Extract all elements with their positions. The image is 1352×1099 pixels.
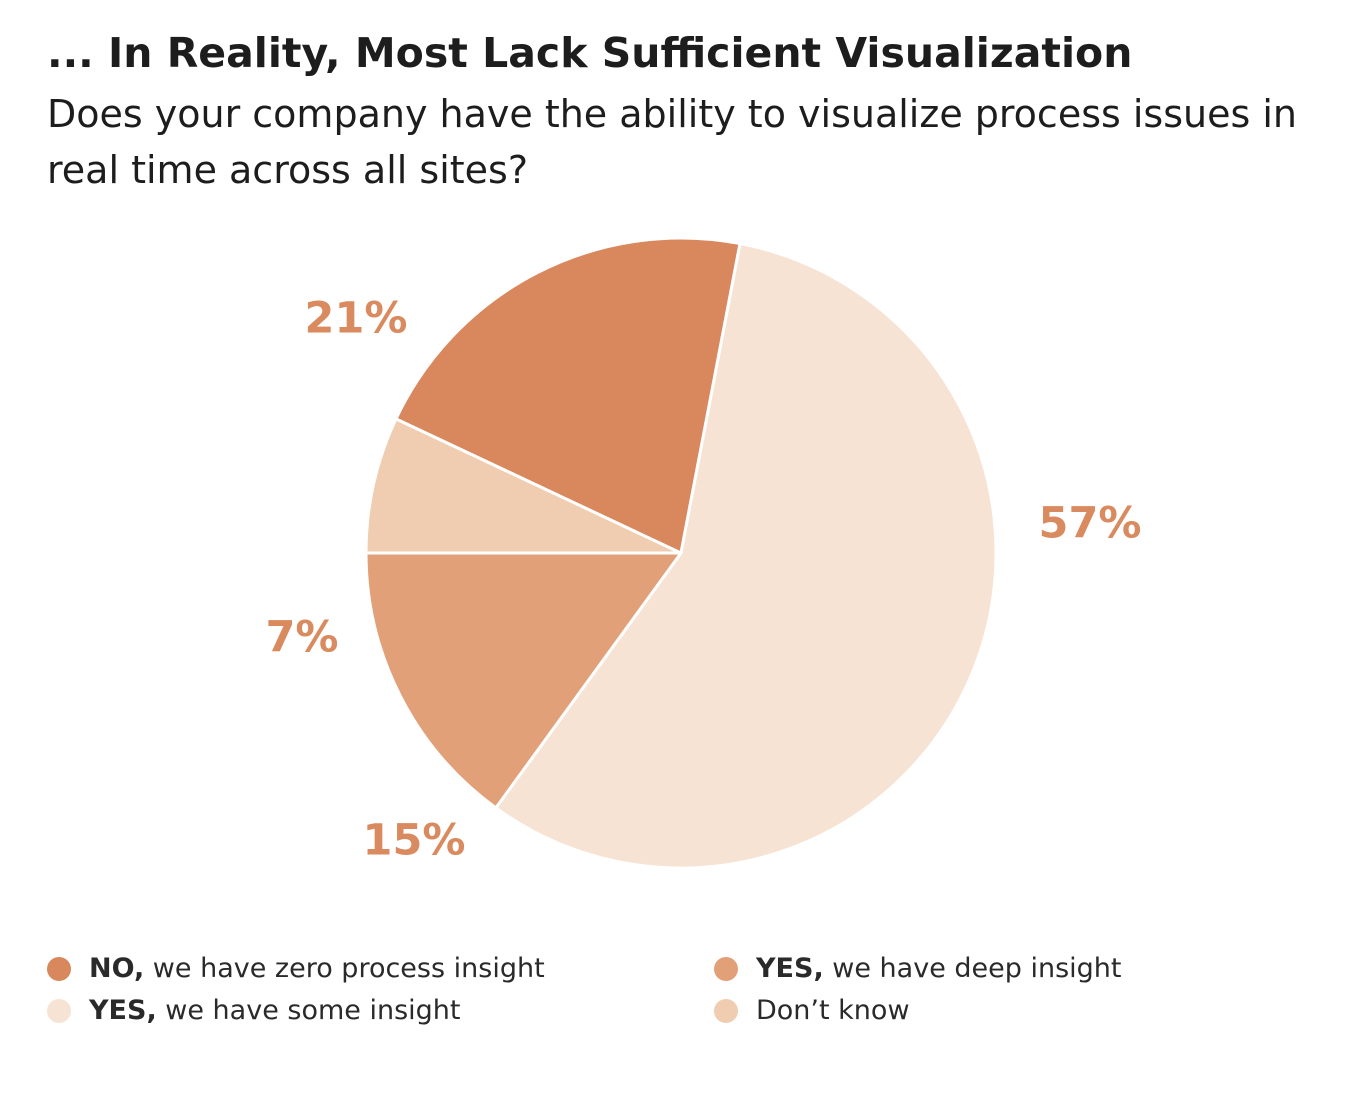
- legend-item-zero-insight: NO, we have zero process insight: [47, 948, 545, 990]
- pie-slice-dont-know: [364, 417, 683, 555]
- legend-swatch-zero-insight: [47, 957, 71, 981]
- chart-subtitle: Does your company have the ability to vi…: [47, 92, 1298, 192]
- legend-column-left: NO, we have zero process insight YES, we…: [47, 948, 545, 1032]
- pie-label-deep: 15%: [363, 816, 466, 866]
- pie-label-dont-know: 7%: [265, 613, 338, 663]
- pie-slice-some: [494, 242, 998, 870]
- chart-title: ... In Reality, Most Lack Sufficient Vis…: [47, 29, 1133, 77]
- legend-swatch-some-insight: [47, 999, 71, 1023]
- legend-label-bold: NO,: [89, 953, 145, 984]
- pie-slice-zero: [394, 236, 742, 555]
- legend-label-text: we have some insight: [156, 995, 461, 1026]
- pie-label-some: 57%: [1039, 499, 1142, 549]
- legend-swatch-deep-insight: [714, 957, 738, 981]
- legend-swatch-dont-know: [714, 999, 738, 1023]
- legend-label-bold: YES,: [89, 995, 157, 1026]
- legend-column-right: YES, we have deep insight Don’t know: [714, 948, 1122, 1032]
- pie-label-zero: 21%: [305, 294, 408, 344]
- legend-item-dont-know: Don’t know: [714, 990, 1122, 1032]
- legend-label-bold: YES,: [756, 953, 824, 984]
- legend-item-some-insight: YES, we have some insight: [47, 990, 545, 1032]
- pie-slice-deep: [364, 551, 683, 810]
- legend-label-text: we have zero process insight: [144, 953, 545, 984]
- legend-label-text: we have deep insight: [823, 953, 1122, 984]
- legend-item-deep-insight: YES, we have deep insight: [714, 948, 1122, 990]
- legend-label-text: Don’t know: [756, 995, 910, 1026]
